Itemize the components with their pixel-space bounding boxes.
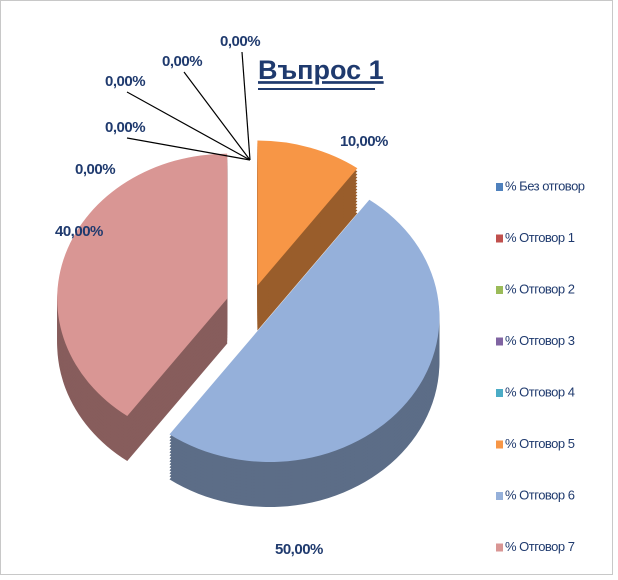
data-label: 0,00% — [220, 33, 260, 50]
chart-title: Въпрос 1 — [258, 55, 384, 85]
legend-label: % Без отговор — [505, 178, 585, 193]
legend-label: % Отговор 5 — [505, 436, 575, 451]
slice — [169, 199, 440, 463]
legend-label: % Отговор 7 — [505, 539, 575, 554]
legend-swatch — [496, 286, 503, 294]
data-label: 40,00% — [55, 223, 103, 240]
legend-label: % Отговор 6 — [505, 487, 575, 502]
data-label: 0,00% — [162, 53, 202, 70]
data-label: 0,00% — [105, 73, 145, 90]
slice — [257, 140, 358, 286]
legend-swatch — [496, 337, 503, 346]
legend-swatch — [496, 389, 503, 397]
leader-line — [126, 91, 251, 161]
legend-swatch — [496, 234, 503, 243]
legend-label: % Отговор 3 — [505, 333, 575, 348]
legend-swatch — [496, 183, 503, 191]
legend-label: % Отговор 1 — [505, 230, 575, 245]
legend-label: % Отговор 4 — [505, 384, 575, 399]
data-label: 50,00% — [275, 541, 323, 558]
legend-label: % Отговор 2 — [505, 281, 575, 296]
slice — [57, 153, 228, 416]
legend-swatch — [496, 492, 503, 500]
legend-swatch — [496, 543, 503, 552]
legend-swatch — [496, 440, 503, 449]
data-label: 0,00% — [105, 119, 145, 136]
leader-line — [183, 71, 251, 161]
leader-line — [241, 51, 251, 161]
leader-line — [126, 137, 251, 161]
data-label: 10,00% — [340, 133, 388, 150]
data-label: 0,00% — [75, 161, 115, 178]
